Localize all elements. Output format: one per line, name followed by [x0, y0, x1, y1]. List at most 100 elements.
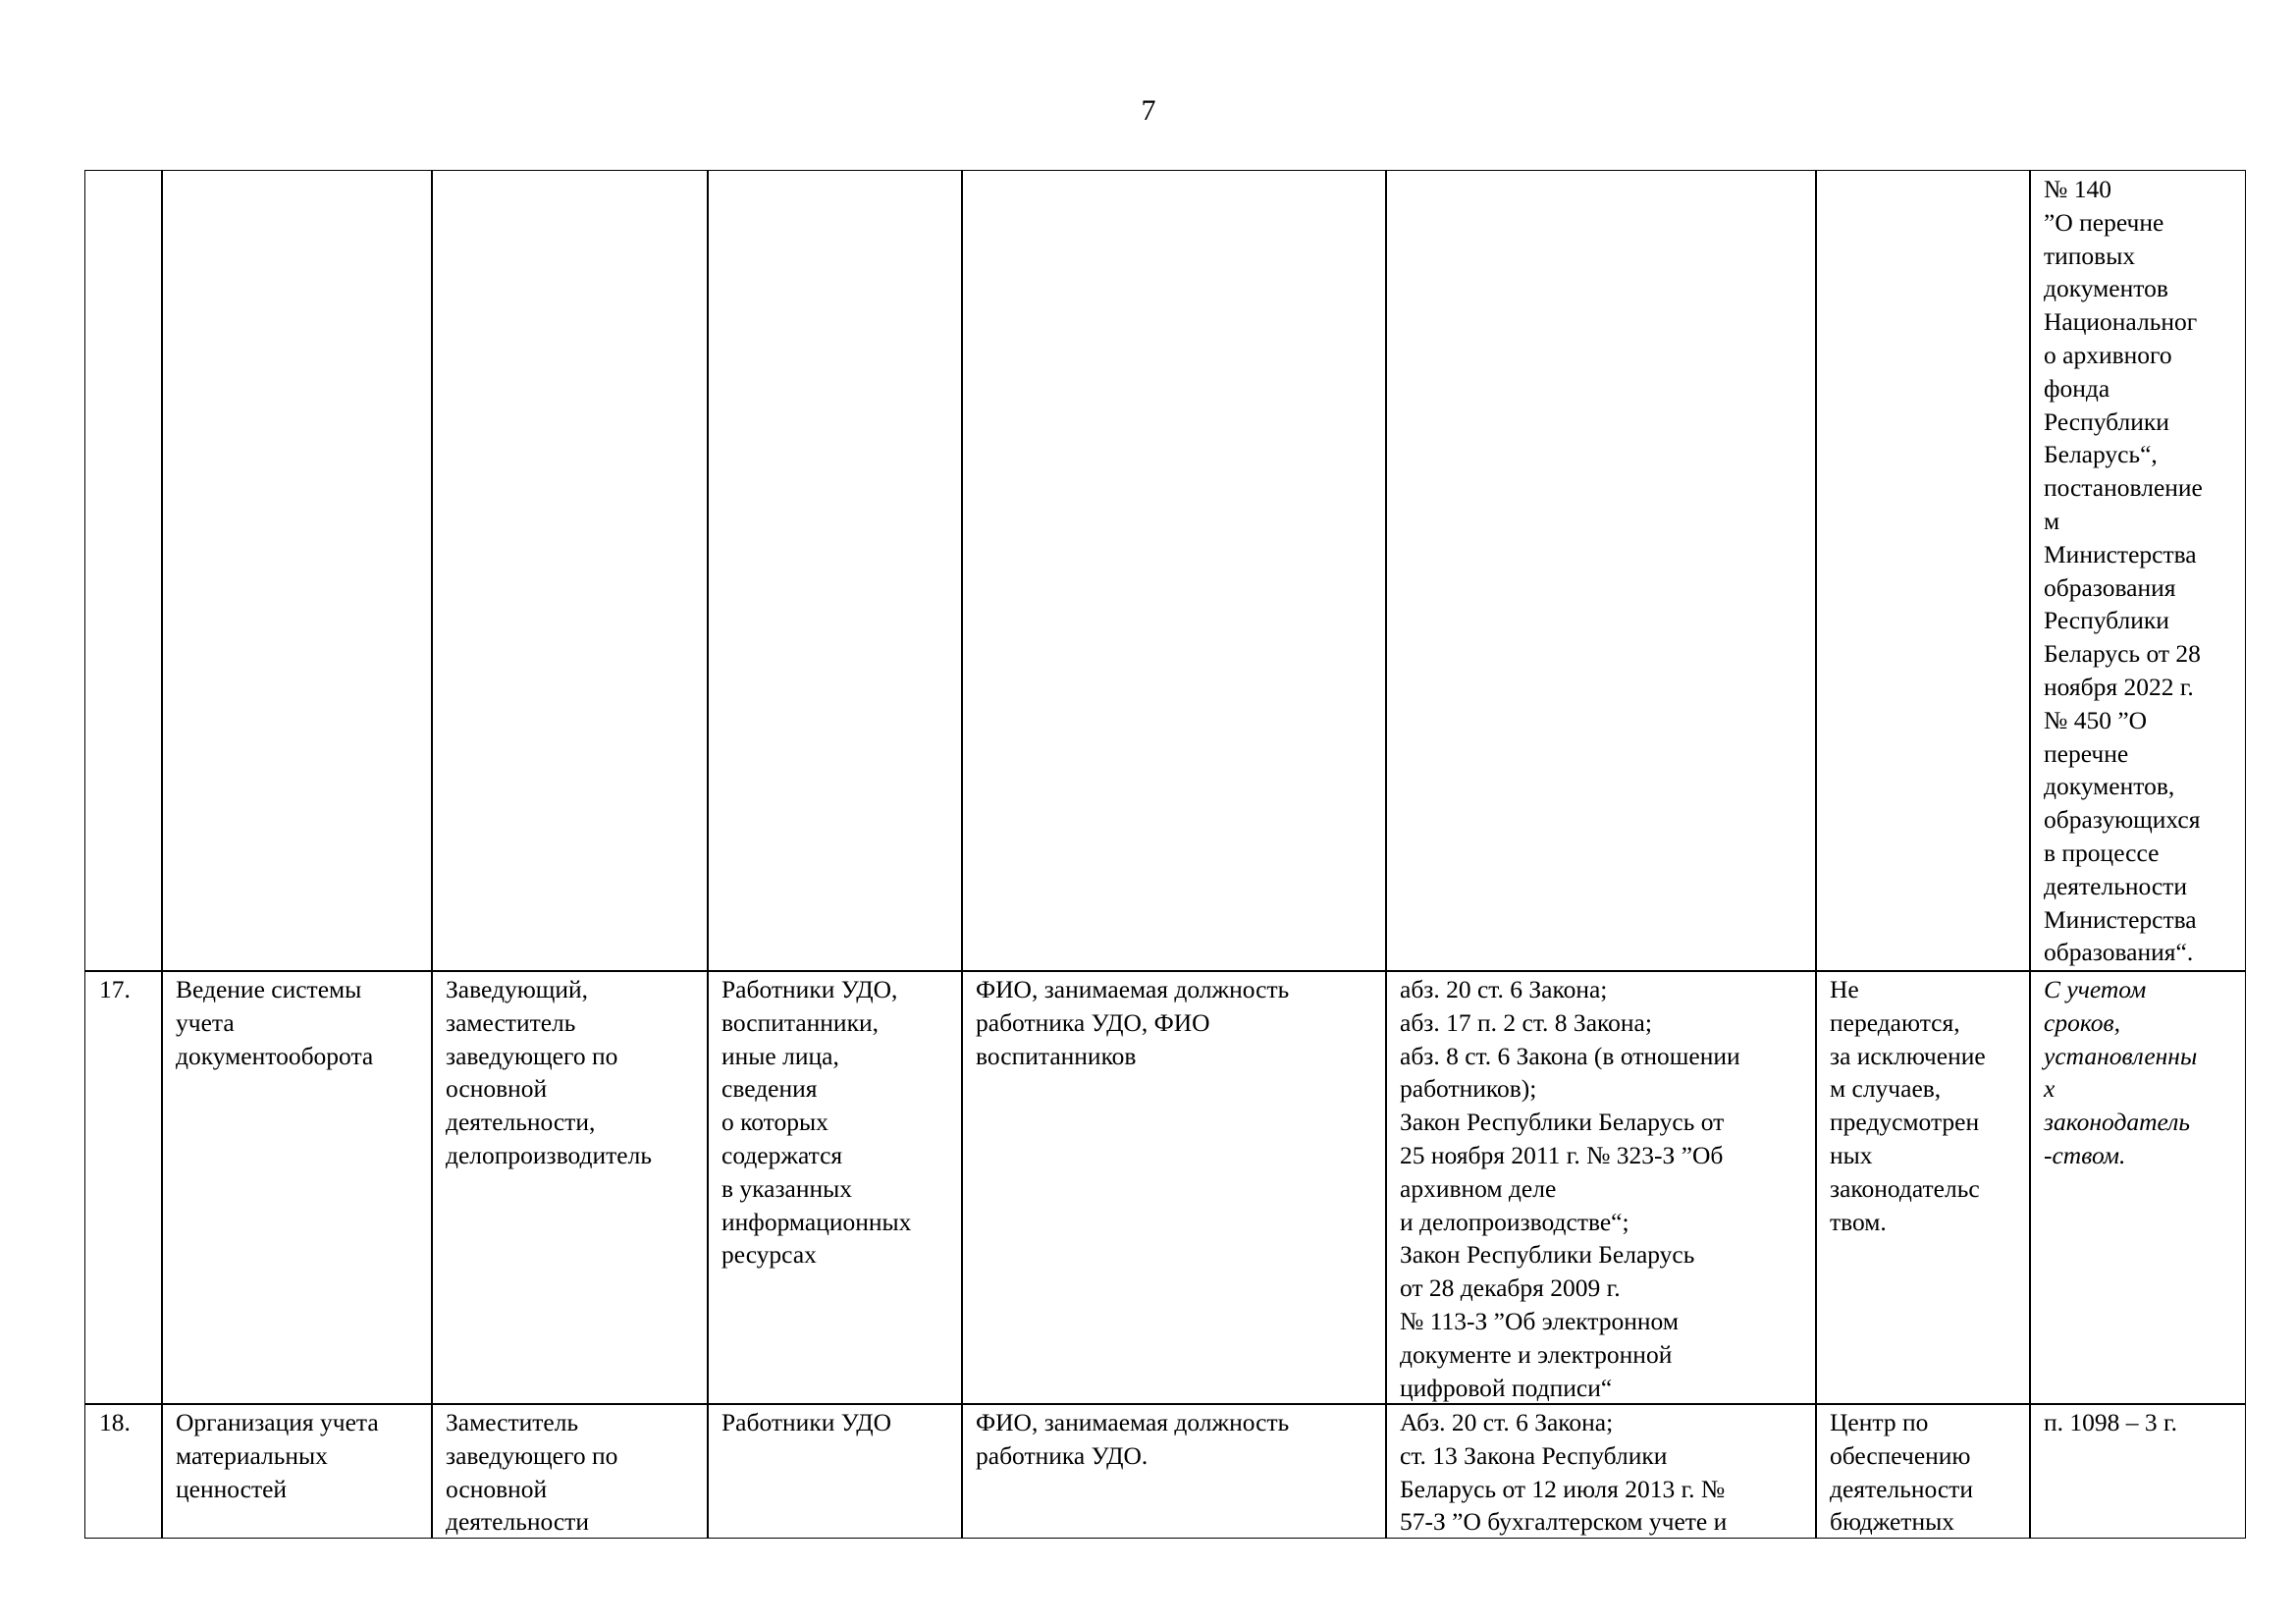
cell-text: документе и электронной	[1400, 1339, 1673, 1369]
cell-text: абз. 20 ст. 6 Закона;	[1400, 975, 1608, 1003]
table-cell	[707, 170, 963, 972]
cell-text: ноября 2022 г.	[2044, 672, 2194, 701]
cell-text: сроков,	[2044, 1007, 2120, 1037]
cell-text: деятельности	[446, 1507, 589, 1537]
cell-text: воспитанников	[976, 1041, 1137, 1070]
cell-text: Беларусь от 28	[2044, 639, 2201, 669]
cell-text: информационных	[721, 1207, 912, 1236]
cell-text: образования	[2044, 572, 2176, 602]
cell-text: работника УДО, ФИО	[976, 1007, 1210, 1037]
cell-text: Центр по	[1830, 1408, 1929, 1436]
cell-text: материальных	[176, 1440, 328, 1470]
cell-text: ст. 13 Закона Республики	[1400, 1440, 1668, 1470]
cell-text: делопроизводитель	[446, 1140, 652, 1169]
cell-text: работника УДО.	[976, 1440, 1148, 1470]
table-cell	[1815, 170, 2031, 972]
cell-text: о которых	[721, 1108, 828, 1137]
cell-text: постановление	[2044, 473, 2203, 503]
cell-text: основной	[446, 1474, 548, 1503]
cell-text: основной	[446, 1074, 548, 1104]
cell-text: заведующего по	[446, 1440, 618, 1470]
cell-text: Организация учета	[176, 1408, 379, 1436]
cell-text: Республики	[2044, 606, 2169, 635]
cell-text: иные лица,	[721, 1041, 839, 1070]
table-cell: С учетом сроков, установленны х законодатель…	[2029, 970, 2246, 1405]
cell-text: С учетом	[2044, 975, 2147, 1003]
cell-text: перечне	[2044, 738, 2129, 768]
cell-text: ФИО, занимаемая должность	[976, 975, 1290, 1003]
cell-text: Работники УДО	[721, 1408, 892, 1436]
cell-text: деятельности	[1830, 1474, 1973, 1503]
cell-text: документооборота	[176, 1041, 374, 1070]
cell-text: в указанных	[721, 1173, 853, 1203]
cell-text: Республики	[2044, 406, 2169, 436]
cell-text: ных	[1830, 1140, 1873, 1169]
table-cell: Центр по обеспечению деятельности бюджетных	[1815, 1403, 2031, 1539]
table-cell: Работники УДО	[707, 1403, 963, 1539]
cell-text: деятельности	[2044, 871, 2187, 900]
cell-text: м случаев,	[1830, 1074, 1942, 1104]
table-cell	[84, 170, 163, 972]
cell-text: бюджетных	[1830, 1507, 1954, 1537]
cell-text: деятельности,	[446, 1108, 596, 1137]
cell-text: Закон Республики Беларусь от	[1400, 1108, 1725, 1137]
cell-text: Абз. 20 ст. 6 Закона;	[1400, 1408, 1614, 1436]
cell-text: документов	[2044, 274, 2168, 303]
table-cell: 18.	[84, 1403, 163, 1539]
cell-text: Национальног	[2044, 307, 2198, 337]
cell-text: учета	[176, 1007, 235, 1037]
cell-text: заведующего по	[446, 1041, 618, 1070]
cell-text: ресурсах	[721, 1240, 817, 1270]
cell-text: -ством.	[2044, 1140, 2126, 1169]
cell-text: в процессе	[2044, 838, 2160, 867]
table-cell: Работники УДО, воспитанники, иные лица, све…	[707, 970, 963, 1405]
cell-text: № 140	[2044, 175, 2111, 203]
table-cell: Заместитель заведующего по основной деятель…	[431, 1403, 709, 1539]
cell-text: ФИО, занимаемая должность	[976, 1408, 1290, 1436]
cell-text: законодатель	[2044, 1108, 2190, 1137]
cell-text: Беларусь от 12 июля 2013 г. №	[1400, 1474, 1726, 1503]
cell-text: обеспечению	[1830, 1440, 1971, 1470]
cell-text: от 28 декабря 2009 г.	[1400, 1273, 1621, 1303]
table-cell: № 140 ”О перечне типовых документов Национал…	[2029, 170, 2246, 972]
cell-text: ценностей	[176, 1474, 288, 1503]
cell-text: заместитель	[446, 1007, 576, 1037]
cell-text: п. 1098 – 3 г.	[2044, 1408, 2177, 1436]
cell-text: Не	[1830, 975, 1859, 1003]
page-number: 7	[1141, 94, 1156, 127]
table-cell: п. 1098 – 3 г.	[2029, 1403, 2246, 1539]
cell-text: архивном деле	[1400, 1173, 1557, 1203]
cell-text: абз. 17 п. 2 ст. 8 Закона;	[1400, 1007, 1652, 1037]
cell-text: Беларусь“,	[2044, 440, 2158, 469]
table-cell	[961, 170, 1387, 972]
cell-text: Заведующий,	[446, 975, 589, 1003]
cell-text: сведения	[721, 1074, 818, 1104]
cell-text: № 450 ”О	[2044, 705, 2148, 734]
cell-text: № 113-З ”Об электронном	[1400, 1306, 1679, 1335]
cell-text: работников);	[1400, 1074, 1537, 1104]
cell-text: Министерства	[2044, 904, 2197, 934]
cell-text: типовых	[2044, 241, 2136, 270]
cell-text: законодательс	[1830, 1173, 1980, 1203]
table-cell: Абз. 20 ст. 6 Закона; ст. 13 Закона Респу…	[1385, 1403, 1817, 1539]
cell-text: Работники УДО,	[721, 975, 898, 1003]
cell-text: Закон Республики Беларусь	[1400, 1240, 1695, 1270]
cell-text: и делопроизводстве“;	[1400, 1207, 1629, 1236]
cell-text: 25 ноября 2011 г. № 323-З ”Об	[1400, 1140, 1724, 1169]
cell-text: цифровой подписи“	[1400, 1373, 1613, 1402]
table-cell: абз. 20 ст. 6 Закона; абз. 17 п. 2 ст. 8 …	[1385, 970, 1817, 1405]
cell-text: воспитанники,	[721, 1007, 879, 1037]
table-cell: Не передаются, за исключение м случаев, пред…	[1815, 970, 2031, 1405]
cell-text: 18.	[99, 1408, 131, 1436]
cell-text: Ведение системы	[176, 975, 362, 1003]
cell-text: 57-З ”О бухгалтерском учете и	[1400, 1507, 1728, 1537]
cell-text: образующихся	[2044, 805, 2201, 835]
cell-text: установленны	[2044, 1041, 2198, 1070]
cell-text: за исключение	[1830, 1041, 1986, 1070]
cell-text: м	[2044, 506, 2060, 535]
table-cell: Заведующий, заместитель заведующего по осно…	[431, 970, 709, 1405]
cell-text: х	[2044, 1074, 2056, 1104]
cell-text: ”О перечне	[2044, 207, 2164, 237]
cell-text: документов,	[2044, 772, 2175, 801]
